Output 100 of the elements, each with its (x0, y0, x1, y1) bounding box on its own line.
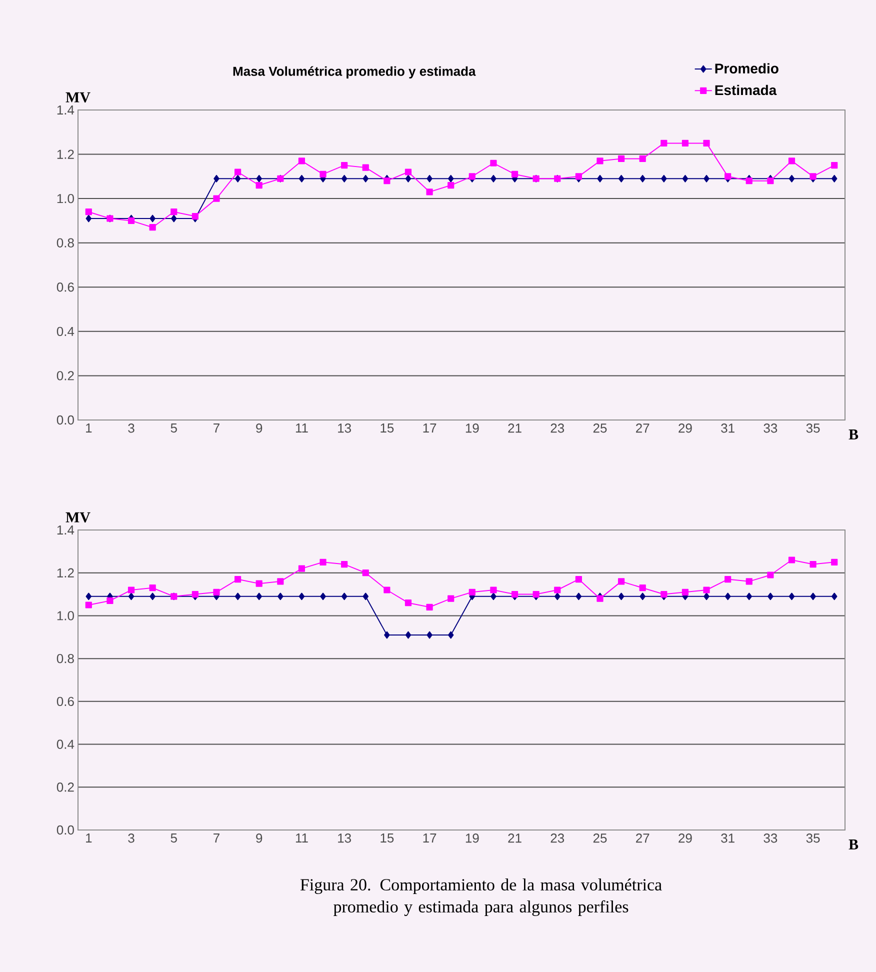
x-tick-label: 17 (423, 424, 436, 432)
point (746, 178, 752, 184)
x-tick-label: 21 (508, 424, 522, 433)
y-tick-label: 1.2 (57, 150, 74, 159)
x-tick-label: 13 (338, 834, 351, 843)
x-tick-label: 1 (86, 424, 92, 432)
point (788, 174, 795, 182)
point (724, 173, 732, 180)
x-tick-label: 27 (636, 424, 650, 433)
point (640, 174, 646, 182)
point (576, 592, 582, 600)
point (511, 170, 518, 178)
point (554, 592, 560, 600)
x-tick-label: 17 (423, 834, 436, 842)
point (511, 590, 518, 598)
y-tick-label: 0.4 (56, 326, 74, 336)
legend-label: Promedio (715, 63, 778, 74)
point (618, 578, 625, 585)
point (682, 174, 688, 182)
y-tick-label: 0.6 (56, 696, 74, 706)
point (426, 174, 432, 182)
point (320, 592, 326, 600)
point (596, 595, 604, 602)
point (85, 602, 92, 608)
point (256, 174, 262, 182)
y-tick-label: 0.6 (56, 282, 74, 292)
y-tick-label: 0.0 (56, 825, 74, 835)
point (468, 588, 476, 596)
point (831, 592, 838, 600)
x-tick-label: 29 (678, 424, 692, 433)
point (448, 182, 454, 189)
point (618, 592, 624, 600)
point (320, 170, 326, 178)
point (362, 570, 369, 576)
x-tick-label: 31 (721, 424, 734, 433)
point (704, 592, 710, 600)
x-tick-label: 15 (380, 424, 394, 433)
point (362, 174, 369, 182)
point (575, 173, 582, 180)
point (150, 592, 156, 600)
point (426, 631, 432, 639)
point (213, 588, 220, 596)
point (575, 576, 582, 583)
point (810, 560, 816, 568)
point (298, 592, 305, 600)
x-axis-title: B (848, 430, 858, 440)
point (788, 592, 795, 600)
x-tick-label: 35 (806, 834, 820, 843)
point (149, 584, 156, 592)
point (703, 140, 710, 147)
x-tick-label: 29 (678, 834, 692, 843)
point (298, 158, 306, 164)
x-tick-label: 5 (170, 424, 177, 433)
point (831, 174, 838, 182)
point (384, 631, 390, 639)
point (128, 217, 135, 224)
point (724, 576, 732, 583)
y-tick-label: 1.4 (57, 106, 74, 114)
x-tick-label: 25 (593, 424, 607, 433)
x-tick-label: 27 (636, 834, 650, 843)
point (341, 162, 348, 169)
point (170, 214, 177, 222)
x-tick-label: 19 (466, 424, 479, 433)
point (234, 168, 242, 176)
point (831, 558, 838, 566)
point (405, 174, 412, 182)
point (234, 592, 241, 600)
y-tick-label: 1.4 (57, 526, 74, 534)
point (596, 158, 604, 164)
point (554, 586, 561, 594)
x-tick-label: 31 (721, 834, 734, 843)
x-tick-label: 23 (550, 424, 564, 433)
point (362, 592, 369, 600)
point (724, 592, 731, 600)
point (490, 586, 497, 594)
y-tick-label: 0.2 (56, 371, 74, 380)
point (660, 590, 668, 598)
y-tick-label: 1.0 (57, 194, 74, 204)
point (128, 586, 135, 594)
x-tick-label: 21 (508, 834, 522, 843)
point (214, 174, 220, 182)
point (405, 631, 412, 639)
point (682, 140, 689, 147)
x-tick-label: 35 (806, 424, 820, 433)
x-tick-label: 23 (550, 834, 564, 843)
point (170, 208, 178, 216)
point (448, 631, 454, 639)
point (106, 597, 114, 604)
x-tick-label: 11 (296, 424, 308, 432)
y-axis-title: MV (66, 512, 90, 522)
point (256, 592, 262, 600)
point (320, 558, 326, 566)
point (639, 155, 646, 162)
x-tick-label: 5 (170, 834, 177, 843)
point (661, 174, 667, 182)
point (85, 208, 92, 216)
point (256, 182, 262, 189)
y-tick-label: 0.0 (56, 415, 74, 425)
x-tick-label: 19 (466, 834, 479, 843)
y-tick-label: 1.2 (57, 568, 74, 578)
